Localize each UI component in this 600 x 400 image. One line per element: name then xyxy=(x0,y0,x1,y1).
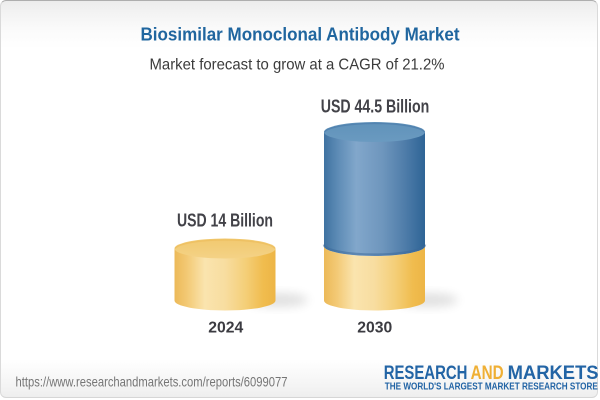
svg-text:USD 44.5 Billion: USD 44.5 Billion xyxy=(321,97,430,117)
svg-text:THE WORLD'S LARGEST MARKET RES: THE WORLD'S LARGEST MARKET RESEARCH STOR… xyxy=(385,382,598,393)
svg-text:USD 14 Billion: USD 14 Billion xyxy=(177,211,273,231)
svg-text:AND: AND xyxy=(471,362,504,384)
svg-text:2024: 2024 xyxy=(208,320,243,337)
svg-text:RESEARCH: RESEARCH xyxy=(384,362,468,384)
svg-text:https://www.researchandmarkets: https://www.researchandmarkets.com/repor… xyxy=(16,374,288,390)
svg-text:2030: 2030 xyxy=(357,320,392,337)
svg-text:MARKETS: MARKETS xyxy=(508,362,599,384)
svg-text:Biosimilar Monoclonal Antibody: Biosimilar Monoclonal Antibody Market xyxy=(141,24,460,44)
svg-text:Market forecast to grow at a C: Market forecast to grow at a CAGR of 21.… xyxy=(150,56,445,73)
